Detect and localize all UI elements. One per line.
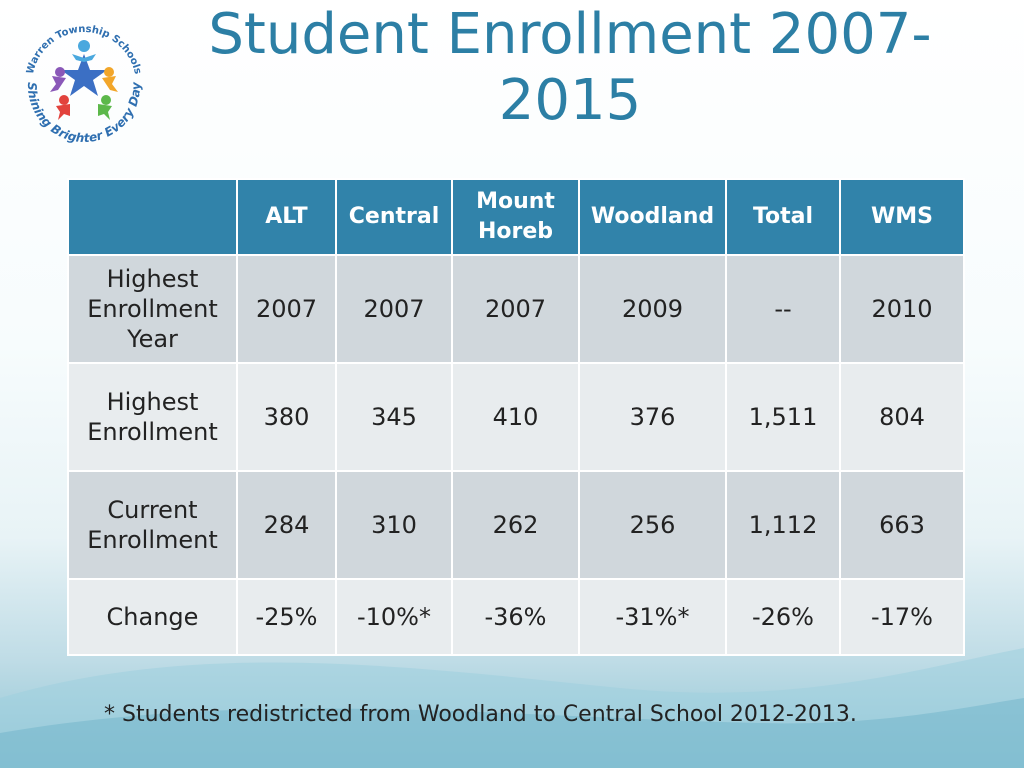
table-cell: -17% <box>839 578 965 656</box>
header-cell-empty <box>67 178 238 256</box>
row-label: Highest Enrollment Year <box>67 254 238 364</box>
table-cell: 2007 <box>335 254 453 364</box>
header-cell-wms: WMS <box>839 178 965 256</box>
table-cell: -25% <box>236 578 337 656</box>
table-row: Change -25% -10%* -36% -31%* -26% -17% <box>67 578 965 656</box>
table-cell: -10%* <box>335 578 453 656</box>
table-cell: -31%* <box>578 578 727 656</box>
table-cell: 376 <box>578 362 727 472</box>
svg-text:Shining Brighter Every Day: Shining Brighter Every Day <box>25 81 143 145</box>
logo-figures <box>50 40 118 120</box>
table-cell: 1,511 <box>725 362 841 472</box>
enrollment-table: ALT Central Mount Horeb Woodland Total W… <box>67 178 965 656</box>
table-cell: 2010 <box>839 254 965 364</box>
table-row: Current Enrollment 284 310 262 256 1,112… <box>67 470 965 580</box>
logo-arc-text-bottom: Shining Brighter Every Day <box>25 81 143 145</box>
table-cell: 2007 <box>236 254 337 364</box>
background-wave <box>0 648 1024 768</box>
header-cell-alt: ALT <box>236 178 337 256</box>
header-cell-central: Central <box>335 178 453 256</box>
table-cell: 262 <box>451 470 580 580</box>
row-label: Change <box>67 578 238 656</box>
table-cell: -36% <box>451 578 580 656</box>
table-cell: -- <box>725 254 841 364</box>
table-cell: 345 <box>335 362 453 472</box>
header-cell-mount-horeb: Mount Horeb <box>451 178 580 256</box>
table-cell: 2007 <box>451 254 580 364</box>
row-label: Current Enrollment <box>67 470 238 580</box>
footnote: * Students redistricted from Woodland to… <box>104 702 857 727</box>
slide-title: Student Enrollment 2007-2015 <box>208 2 932 133</box>
header-cell-woodland: Woodland <box>578 178 727 256</box>
table-row: Highest Enrollment Year 2007 2007 2007 2… <box>67 254 965 364</box>
table-cell: 256 <box>578 470 727 580</box>
table-cell: 380 <box>236 362 337 472</box>
table-header-row: ALT Central Mount Horeb Woodland Total W… <box>67 178 965 256</box>
table-cell: 310 <box>335 470 453 580</box>
table-cell: 663 <box>839 470 965 580</box>
header-cell-total: Total <box>725 178 841 256</box>
district-logo: Warren Township Schools Shining Brighter… <box>25 24 143 145</box>
table-cell: 410 <box>451 362 580 472</box>
row-label: Highest Enrollment <box>67 362 238 472</box>
table-cell: 804 <box>839 362 965 472</box>
table-cell: 2009 <box>578 254 727 364</box>
table-cell: -26% <box>725 578 841 656</box>
table-cell: 284 <box>236 470 337 580</box>
table-cell: 1,112 <box>725 470 841 580</box>
table-row: Highest Enrollment 380 345 410 376 1,511… <box>67 362 965 472</box>
